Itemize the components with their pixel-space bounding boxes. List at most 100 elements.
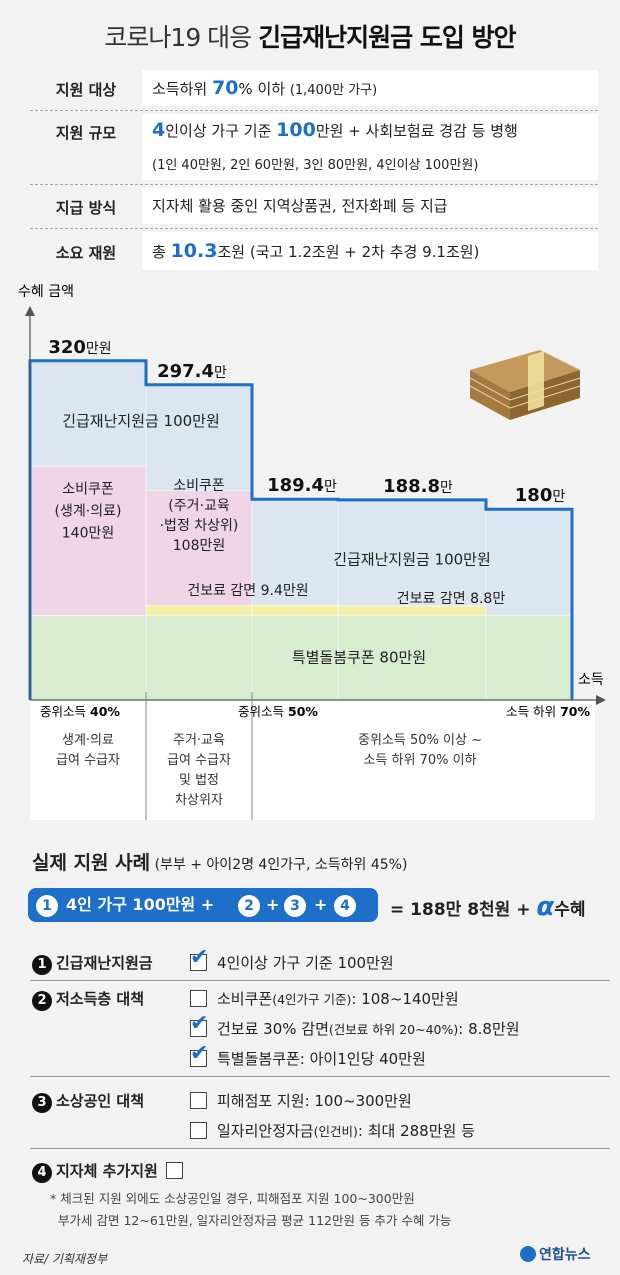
number-badge: 1 [36, 895, 58, 917]
info-row-scale: 지원 규모 4인이상 가구 기준 100만원 + 사회보험료 경감 등 병행 (… [30, 114, 598, 180]
formula-text: 4인 가구 100만원 + [66, 895, 215, 914]
consumption-coupon-label: (생계·의료) [55, 503, 122, 519]
alpha-symbol: α [536, 892, 555, 922]
formula-bar: 1 4인 가구 100만원 + 2 + 3 + 4 [28, 888, 378, 922]
y-axis-label: 수혜 금액 [18, 284, 74, 300]
benefit-chart-svg: 수혜 금액 소득 중위소득 40% 중위소득 50% 소득 하위 70% 생계·… [18, 284, 606, 820]
value-note: (1인 40만원, 2인 60만원, 3인 80만원, 4인이상 100만원) [152, 158, 479, 173]
checklist-item: ✔ 4인이상 가구 기준 100만원 [190, 945, 394, 973]
total-benefit-outline [28, 359, 574, 700]
formula-plus: + [266, 895, 280, 914]
number-badge: 3 [284, 895, 306, 917]
section-title: 저소득층 대책 [56, 990, 145, 1008]
consumption-coupon-label: 소비쿠폰 [173, 478, 225, 494]
insurance-region [251, 604, 339, 616]
case-title: 실제 지원 사례 (부부 + 아이2명 4인가구, 소득하위 45%) [32, 848, 407, 875]
page-title: 코로나19 대응 긴급재난지원금 도입 방안 [0, 18, 620, 54]
consumption-coupon-label: 소비쿠폰 [62, 481, 114, 497]
case-title-text: 실제 지원 사례 [32, 852, 151, 874]
formula-plus: + [314, 895, 328, 914]
emergency-grant-region [145, 384, 253, 492]
checklist-item: ✔ 특별돌봄쿠폰: 아이1인당 40만원 [190, 1041, 426, 1069]
divider [30, 228, 598, 229]
info-label: 소요 재원 [55, 244, 117, 262]
total-value-label: 189.4만 [267, 475, 337, 496]
item-note: (인건비) [313, 1124, 358, 1139]
section-2-title: 2 저소득층 대책 [32, 988, 144, 1011]
group-label: 차상위자 [175, 793, 223, 808]
info-row-target: 지원 대상 소득하위 70% 이하 (1,400만 가구) [30, 70, 598, 106]
item-tail: : 8.8만원 [458, 1020, 520, 1038]
group-label: 주거·교육 [173, 733, 225, 748]
checklist-item: 소비쿠폰(4인가구 기준): 108~140만원 [190, 988, 459, 1009]
title-prefix: 코로나19 대응 [104, 23, 259, 52]
group-label: 소득 하위 70% 이하 [363, 753, 476, 768]
item-text: 특별돌봄쿠폰: 아이1인당 40만원 [217, 1050, 426, 1068]
value-text: % 이하 [238, 80, 290, 98]
section-4-title: 4 지자체 추가지원 [32, 1160, 193, 1183]
value-highlight: 10.3 [170, 240, 218, 262]
checkbox-empty-icon [190, 990, 207, 1007]
y-axis-arrow-icon [25, 306, 35, 316]
footnote: 부가세 감면 12~61만원, 일자리안정자금 평균 112만원 등 추가 수혜… [58, 1213, 452, 1228]
value-highlight: 4 [152, 119, 166, 141]
divider [30, 110, 598, 111]
value-text: 소득하위 [152, 80, 212, 98]
logo-text: 연합뉴스 [539, 1247, 591, 1263]
group-label: 중위소득 50% 이상 ~ [358, 733, 482, 748]
info-label: 지원 대상 [55, 81, 117, 99]
info-row-budget: 소요 재원 총 10.3조원 (국고 1.2조원 + 2차 추경 9.1조원) [30, 232, 598, 270]
care-coupon-region [485, 614, 573, 701]
case-subtitle: (부부 + 아이2명 4인가구, 소득하위 45%) [150, 857, 408, 873]
info-value: 총 10.3조원 (국고 1.2조원 + 2차 추경 9.1조원) [142, 232, 598, 270]
value-highlight: 100 [276, 119, 316, 141]
number-badge: 1 [32, 955, 52, 975]
info-row-method: 지급 방식 지자체 활용 중인 지역상품권, 전자화폐 등 지급 [30, 188, 598, 224]
value-note: (1,400만 가구) [289, 83, 378, 98]
logo-icon [520, 1246, 536, 1262]
total-value-label: 180만 [515, 485, 566, 506]
item-text: 건보료 30% 감면 [217, 1020, 329, 1038]
value-highlight: 70 [211, 77, 239, 99]
consumption-coupon-label: ·법정 차상위) [160, 518, 239, 534]
result-text: = 188만 8천원 + [390, 900, 537, 920]
insurance-region [337, 605, 487, 616]
section-title: 지자체 추가지원 [56, 1162, 158, 1180]
care-coupon-region [145, 614, 253, 701]
group-label: 생계·의료 [62, 733, 114, 748]
number-badge: 4 [334, 895, 356, 917]
consumption-coupon-label: 108만원 [173, 538, 225, 554]
checkbox-checked-icon: ✔ [190, 1011, 209, 1037]
info-label: 지원 규모 [55, 124, 117, 142]
checklist-item: 일자리안정자금(인건비): 최대 288만원 등 [190, 1120, 475, 1141]
benefit-chart: 수혜 금액 소득 중위소득 40% 중위소득 50% 소득 하위 70% 생계·… [0, 280, 620, 825]
value-text: 조원 (국고 1.2조원 + 2차 추경 9.1조원) [217, 243, 480, 261]
info-table: 지원 대상 소득하위 70% 이하 (1,400만 가구) 지원 규모 4인이상… [30, 70, 598, 270]
number-badge: 4 [32, 1163, 52, 1183]
group-label: 급여 수급자 [56, 753, 120, 768]
total-value-label: 297.4만 [157, 361, 227, 382]
number-badge: 3 [32, 1093, 52, 1113]
number-badge: 2 [238, 895, 260, 917]
info-value: 4인이상 가구 기준 100만원 + 사회보험료 경감 등 병행 (1인 40만… [142, 114, 598, 180]
consumption-coupon-region [29, 466, 147, 616]
emergency-grant-label: 긴급재난지원금 100만원 [62, 412, 220, 430]
section-3-title: 3 소상공인 대책 [32, 1090, 144, 1113]
x-tick-50: 중위소득 50% [238, 704, 318, 719]
info-label: 지급 방식 [55, 199, 117, 217]
item-text: 4인이상 가구 기준 100만원 [217, 954, 394, 972]
number-badge: 2 [32, 991, 52, 1011]
source-note: 자료/ 기획재정부 [22, 1252, 108, 1266]
x-tick-70: 소득 하위 70% [506, 704, 590, 719]
total-value-label: 320만원 [48, 337, 111, 358]
footnote: * 체크된 지원 외에도 소상공인일 경우, 피해점포 지원 100~300만원 [50, 1191, 415, 1206]
group-label-panel [30, 700, 595, 820]
x-axis-label: 소득 [578, 672, 604, 688]
money-bundle-icon [469, 350, 581, 420]
checkbox-checked-icon: ✔ [190, 1041, 209, 1067]
insurance-region [145, 604, 253, 616]
x-axis-arrow-icon [596, 695, 606, 705]
item-tail: : 108~140만원 [351, 990, 459, 1008]
checkbox-checked-icon: ✔ [190, 945, 209, 971]
section-divider [30, 1076, 610, 1077]
